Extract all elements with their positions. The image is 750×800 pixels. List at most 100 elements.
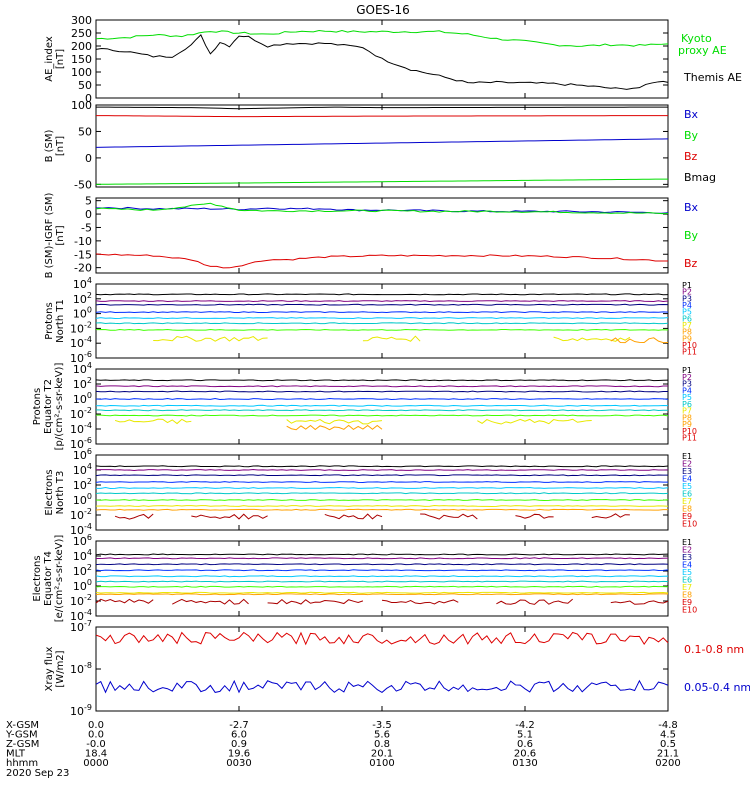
legend-entry: P1 xyxy=(682,281,692,290)
legend-entry: E10 xyxy=(682,605,697,614)
y-axis-label: North T3 xyxy=(55,471,66,515)
x-axis-value: 20.1 xyxy=(371,749,393,760)
series-line xyxy=(95,404,669,407)
panel-8: 10-7 10-8 10-9 Xray flux [W/m2] 0.1-0.8 nm 0.0… xyxy=(44,619,750,718)
legend-entry: P9 xyxy=(682,334,692,343)
series-line xyxy=(95,557,669,560)
legend-entry: P2 xyxy=(682,373,692,382)
y-tick-exponent: 2 xyxy=(87,563,92,572)
series-line xyxy=(381,599,459,605)
y-tick-exponent: 0 xyxy=(87,306,92,315)
series-line xyxy=(95,379,669,382)
y-tick-label: 0 xyxy=(85,152,92,165)
date-label: 2020 Sep 23 xyxy=(6,768,69,779)
panel-frame xyxy=(95,283,669,359)
y-tick-exponent: 0 xyxy=(87,391,92,400)
legend-entry: E4 xyxy=(682,474,692,483)
y-tick-exponent: -2 xyxy=(84,507,92,516)
y-tick-exponent: 4 xyxy=(87,462,92,471)
y-tick-exponent: 6 xyxy=(87,447,92,456)
legend-entry: P3 xyxy=(682,294,692,303)
series-line xyxy=(95,115,669,118)
x-axis-value: 4.5 xyxy=(660,730,676,741)
series-line xyxy=(610,337,669,344)
y-tick-exponent: -4 xyxy=(84,421,92,430)
y-tick-label: 102 xyxy=(73,376,92,391)
series-line xyxy=(95,138,669,148)
series-line xyxy=(95,293,669,296)
y-tick-exponent: -2 xyxy=(84,320,92,329)
x-axis-value: 0.8 xyxy=(374,739,390,750)
y-tick-exponent: -6 xyxy=(84,436,92,445)
y-axis-label: [nT] xyxy=(55,225,66,245)
y-tick-exponent: 0 xyxy=(87,492,92,501)
legend-entry: E4 xyxy=(682,560,692,569)
series-line xyxy=(95,487,669,489)
series-line xyxy=(95,631,669,646)
y-axis-label: [nT] xyxy=(55,136,66,156)
x-axis-row-label: X-GSM xyxy=(6,720,39,731)
y-tick-label: -15 xyxy=(74,248,92,261)
panel-frame xyxy=(95,19,669,99)
x-axis-value: 0200 xyxy=(655,758,680,769)
y-tick-label: -10 xyxy=(74,235,92,248)
legend-entry: P7 xyxy=(682,407,692,416)
y-axis-label: B (SM) xyxy=(44,129,55,162)
legend-entry: E8 xyxy=(682,504,692,513)
y-tick-label: -5 xyxy=(81,221,92,234)
series-line xyxy=(95,465,669,468)
y-tick-label: -50 xyxy=(74,178,92,191)
series-line xyxy=(191,513,268,520)
y-tick-label: 10-2 xyxy=(70,593,92,608)
series-line xyxy=(95,499,669,501)
series-line xyxy=(515,513,554,519)
y-tick-label: 150 xyxy=(71,53,92,66)
series-line xyxy=(95,469,669,471)
series-line xyxy=(95,481,669,483)
series-line xyxy=(114,418,192,425)
series-line xyxy=(95,553,669,556)
x-axis-table: X-GSM 0.0 -2.7 -3.5 -4.2 -4.8 Y-GSM 0.0 6.0 5.6 5.… xyxy=(5,720,681,779)
x-axis-value: 0.9 xyxy=(231,739,247,750)
x-axis-value: 0030 xyxy=(226,758,251,769)
legend-entry: E3 xyxy=(682,467,692,476)
series-line xyxy=(553,336,631,342)
y-tick-label: 100 xyxy=(71,66,92,79)
legend-entry: Kyoto xyxy=(681,32,712,45)
legend-entry: E2 xyxy=(682,545,692,554)
y-tick-label: 100 xyxy=(73,578,92,593)
series-line xyxy=(95,303,669,306)
series-line xyxy=(95,385,669,388)
series-line xyxy=(95,300,669,302)
y-axis-label: [W/m2] xyxy=(55,650,66,687)
series-line xyxy=(95,202,669,215)
legend-entry: E10 xyxy=(682,519,697,528)
series-line xyxy=(286,424,383,431)
legend-entry: P5 xyxy=(682,308,692,317)
x-axis-value: 0.0 xyxy=(88,720,104,731)
series-line xyxy=(95,409,669,412)
x-axis-row-label: Y-GSM xyxy=(5,730,38,741)
y-tick-exponent: 2 xyxy=(87,291,92,300)
series-line xyxy=(95,593,669,596)
y-tick-exponent: -6 xyxy=(84,350,92,359)
series-line xyxy=(95,29,669,47)
series-line xyxy=(114,513,154,520)
y-tick-label: 106 xyxy=(73,533,92,548)
legend-entry: P6 xyxy=(682,400,692,409)
x-axis-value: 0.0 xyxy=(88,730,104,741)
legend-entry: E3 xyxy=(682,553,692,562)
series-line xyxy=(95,474,669,477)
legend-entry: P8 xyxy=(682,328,692,337)
series-line xyxy=(95,591,669,594)
y-axis-label: B (SM)-IGRF (SM) xyxy=(44,193,55,279)
panel-3: -20-15-10-505 B (SM)-IGRF (SM) [nT] Bx By Bz xyxy=(44,193,699,279)
